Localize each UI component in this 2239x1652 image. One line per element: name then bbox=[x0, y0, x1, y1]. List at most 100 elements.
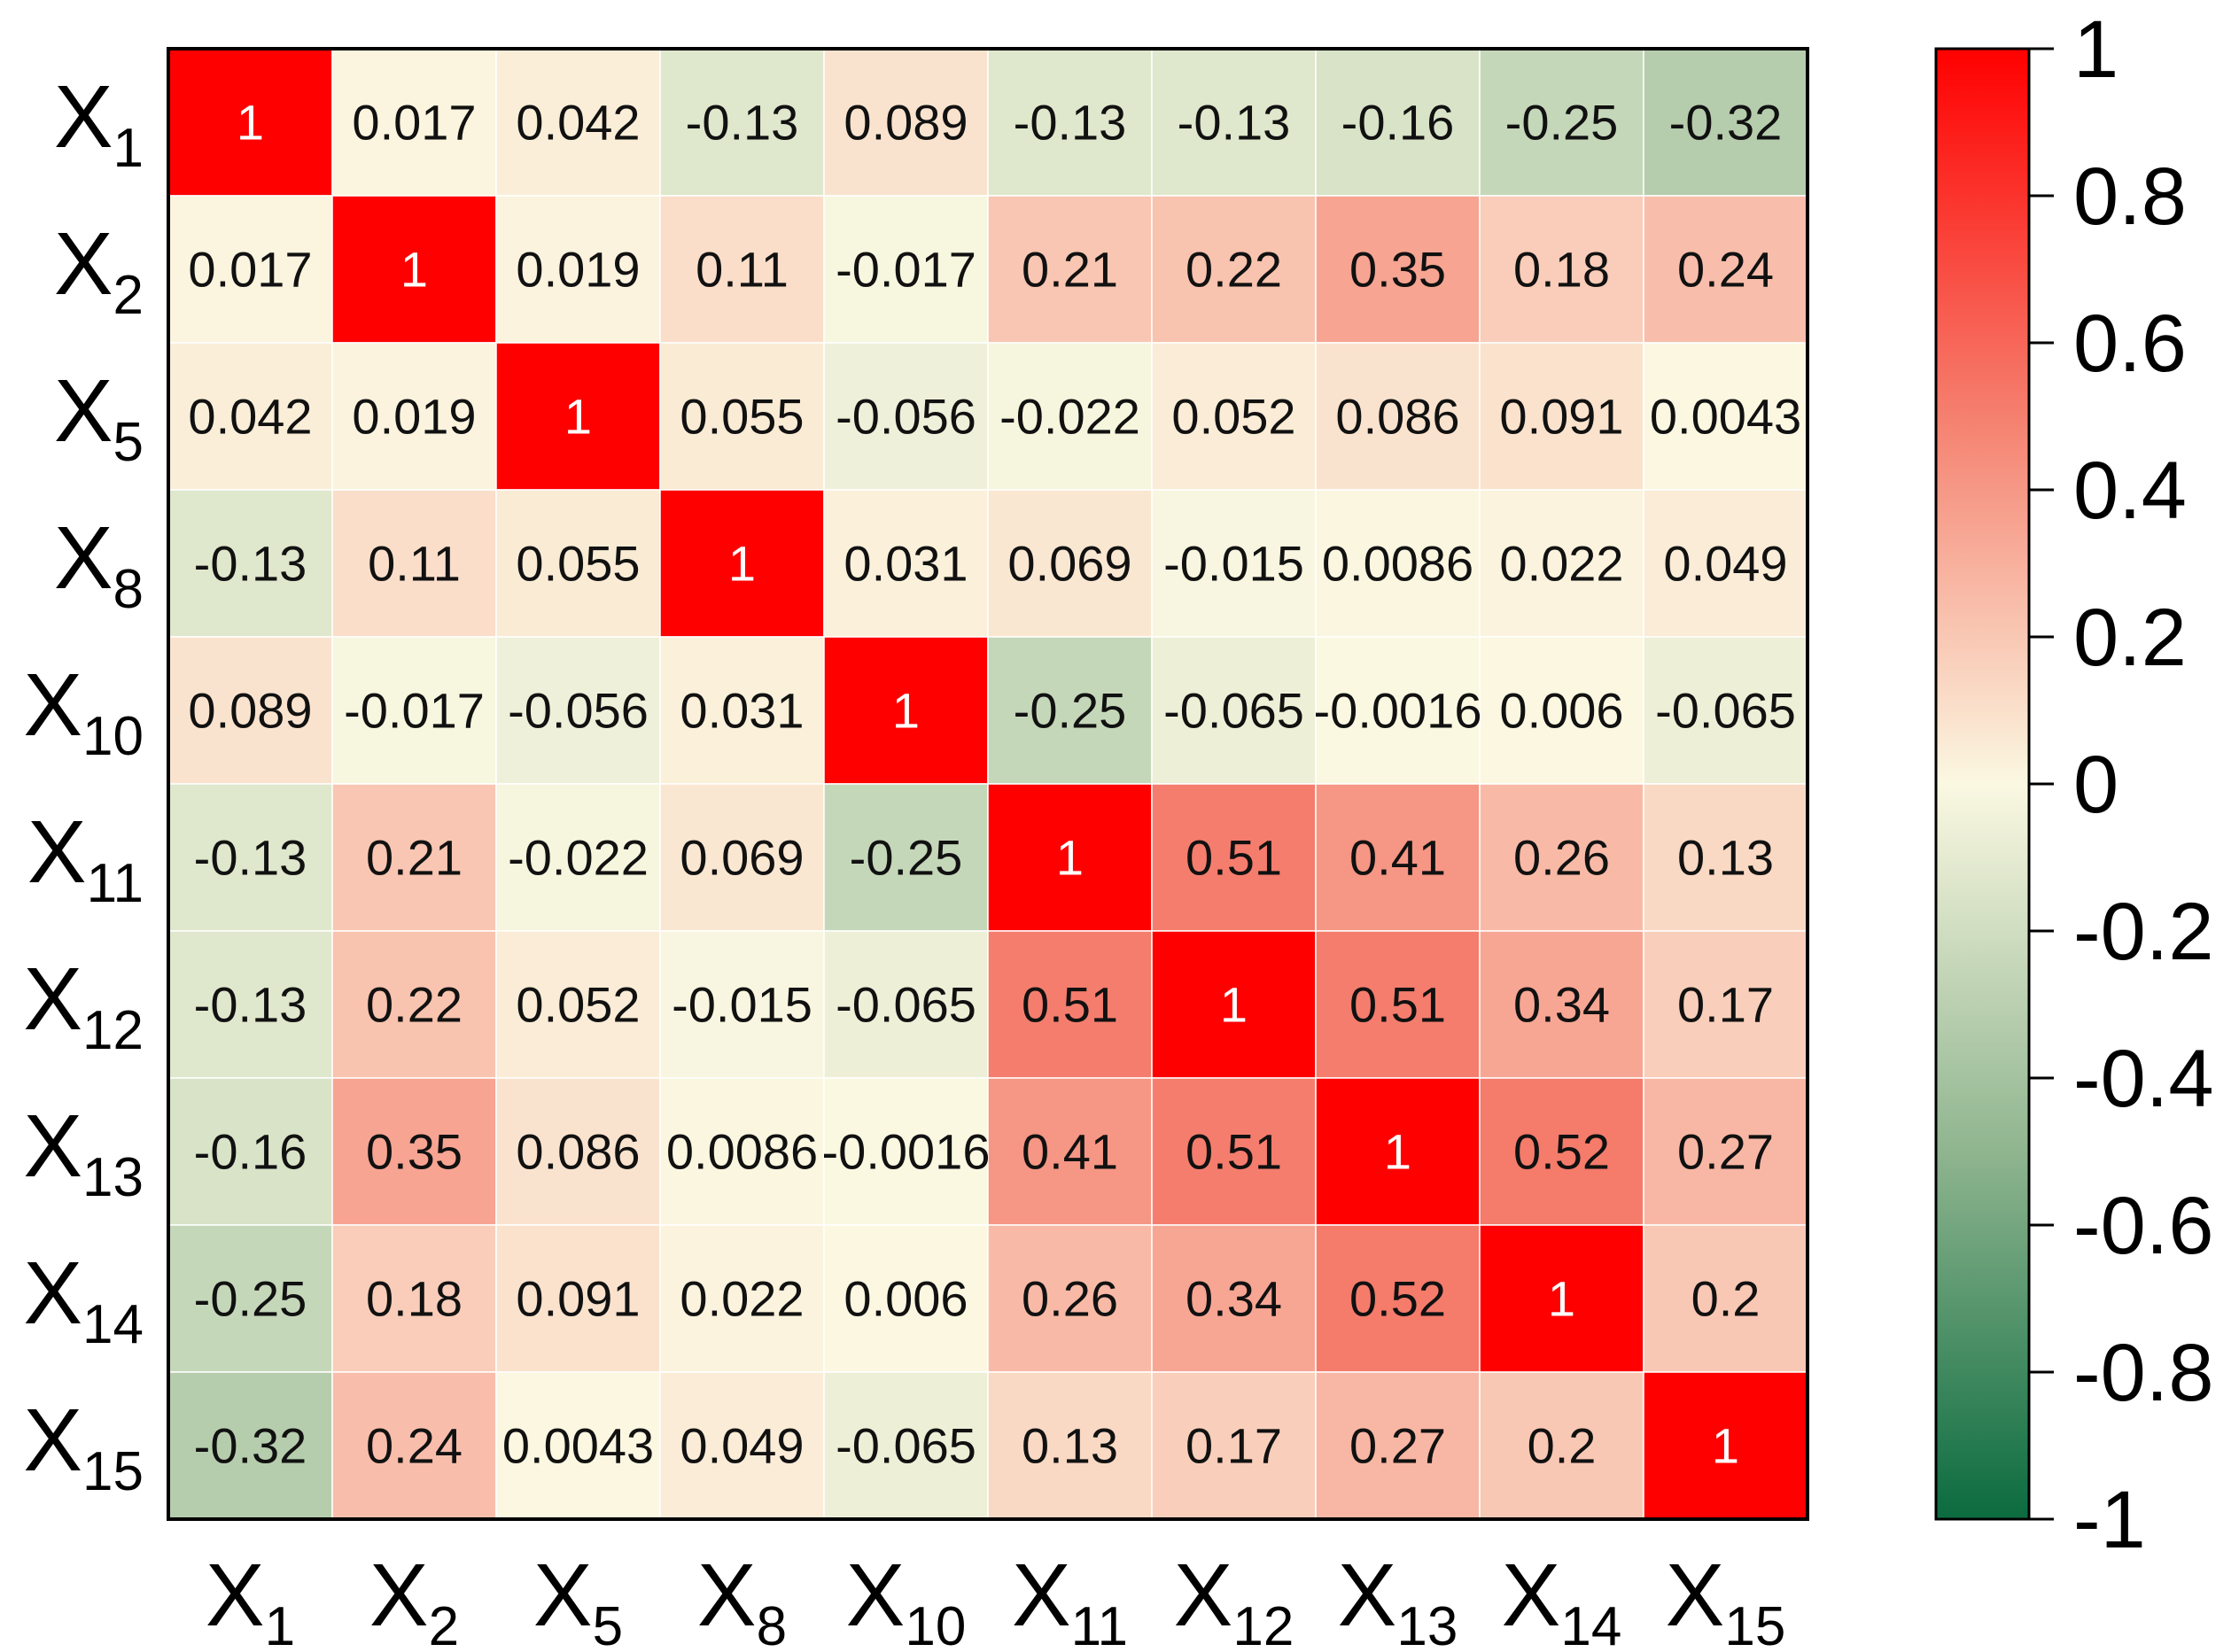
colorbar-tick-label: 0.6 bbox=[2073, 299, 2187, 389]
colorbar-tick-label: -1 bbox=[2073, 1475, 2146, 1565]
cell-value-label: -0.065 bbox=[836, 1418, 976, 1474]
heatmap-cell bbox=[1479, 783, 1644, 932]
cell-value-label: 0.11 bbox=[368, 536, 461, 592]
cell-value-label: 0.022 bbox=[1499, 536, 1623, 592]
cell-value-label: 0.019 bbox=[352, 389, 476, 445]
cell-value-label: -0.13 bbox=[686, 95, 799, 151]
cell-value-label: -0.13 bbox=[1014, 95, 1127, 151]
heatmap-cell bbox=[331, 1224, 497, 1373]
cell-value-label: 0.006 bbox=[1499, 683, 1623, 739]
cell-value-label: 0.022 bbox=[680, 1271, 804, 1327]
cell-value-label: -0.16 bbox=[194, 1124, 307, 1180]
x-tick-label: X1 bbox=[206, 1546, 295, 1652]
y-tick-label: X14 bbox=[23, 1244, 144, 1355]
heatmap-cell bbox=[1479, 489, 1644, 638]
heatmap-cell bbox=[331, 1077, 497, 1226]
heatmap-cell bbox=[495, 1077, 661, 1226]
cell-value-label: 0.052 bbox=[1171, 389, 1295, 445]
cell-value-label: 0.089 bbox=[188, 683, 312, 739]
cell-value-label: -0.015 bbox=[672, 977, 812, 1033]
heatmap-cell bbox=[495, 1224, 661, 1373]
heatmap-cell bbox=[1479, 1224, 1644, 1373]
heatmap-cell bbox=[1643, 930, 1808, 1079]
cell-value-label: 0.18 bbox=[366, 1271, 463, 1327]
heatmap-cell bbox=[987, 930, 1153, 1079]
heatmap-cell bbox=[1643, 1371, 1808, 1520]
heatmap-cell bbox=[823, 1077, 989, 1226]
y-tick-label: X8 bbox=[54, 508, 144, 620]
cell-value-label: 0.41 bbox=[1022, 1124, 1118, 1180]
heatmap-cell bbox=[331, 930, 497, 1079]
colorbar-tick-label: -0.2 bbox=[2073, 887, 2214, 977]
cell-value-label: -0.0016 bbox=[822, 1124, 991, 1180]
y-tick-label: X1 bbox=[54, 67, 144, 179]
heatmap-cell bbox=[987, 783, 1153, 932]
colorbar-tick-label: 0.8 bbox=[2073, 151, 2187, 242]
cell-value-label: 0.27 bbox=[1677, 1124, 1774, 1180]
heatmap-cell bbox=[1643, 489, 1808, 638]
x-tick-label: X14 bbox=[1502, 1546, 1622, 1652]
cell-value-label: 0.2 bbox=[1528, 1418, 1597, 1474]
heatmap-cell bbox=[1151, 1224, 1317, 1373]
cell-value-label: -0.015 bbox=[1163, 536, 1304, 592]
cell-value-label: 0.17 bbox=[1186, 1418, 1282, 1474]
cell-value-label: 0.24 bbox=[1677, 242, 1774, 298]
cell-value-label: 0.049 bbox=[680, 1418, 804, 1474]
heatmap-cell bbox=[987, 489, 1153, 638]
cell-value-label: 0.52 bbox=[1349, 1271, 1446, 1327]
x-tick-label: X8 bbox=[697, 1546, 787, 1652]
heatmap-cell bbox=[331, 342, 497, 491]
cell-value-label: 0.51 bbox=[1186, 1124, 1282, 1180]
heatmap-cell bbox=[1151, 195, 1317, 344]
y-tick-label: X2 bbox=[54, 214, 144, 326]
heatmap-cell bbox=[1643, 636, 1808, 785]
heatmap-cell bbox=[987, 636, 1153, 785]
heatmap-cell bbox=[987, 1371, 1153, 1520]
cell-value-label: 0.069 bbox=[1007, 536, 1131, 592]
heatmap-cell bbox=[659, 48, 825, 197]
cell-value-label: 1 bbox=[1548, 1271, 1575, 1327]
heatmap-cell bbox=[167, 342, 333, 491]
cell-value-label: 0.031 bbox=[680, 683, 804, 739]
heatmap-cell bbox=[659, 930, 825, 1079]
cell-value-label: 1 bbox=[1056, 830, 1084, 886]
cell-value-label: 0.52 bbox=[1513, 1124, 1610, 1180]
heatmap-cell bbox=[1643, 195, 1808, 344]
cell-value-label: 1 bbox=[892, 683, 920, 739]
cell-value-label: 0.017 bbox=[188, 242, 312, 298]
heatmap-cell bbox=[495, 342, 661, 491]
colorbar-tick-label: -0.8 bbox=[2073, 1328, 2214, 1418]
cell-value-label: 0.26 bbox=[1513, 830, 1610, 886]
cell-value-label: 0.21 bbox=[1022, 242, 1118, 298]
cell-value-label: 0.042 bbox=[516, 95, 640, 151]
y-tick-label: X15 bbox=[23, 1391, 144, 1502]
cell-value-label: -0.32 bbox=[1669, 95, 1783, 151]
cell-value-label: 0.0086 bbox=[666, 1124, 818, 1180]
heatmap-cell bbox=[331, 48, 497, 197]
heatmap-cell bbox=[1479, 195, 1644, 344]
x-tick-label: X5 bbox=[533, 1546, 623, 1652]
heatmap-cell bbox=[331, 1371, 497, 1520]
heatmap-cell bbox=[823, 783, 989, 932]
cell-value-label: -0.25 bbox=[1505, 95, 1619, 151]
heatmap-cell bbox=[823, 636, 989, 785]
x-axis-tick-labels: X1 X2 X5 X8 X10 X11 X12 X13 X14 X15 bbox=[206, 1546, 1785, 1652]
heatmap-cell bbox=[495, 783, 661, 932]
cell-value-label: 0.055 bbox=[516, 536, 640, 592]
heatmap-cell bbox=[1151, 1077, 1317, 1226]
y-tick-label: X10 bbox=[23, 655, 144, 767]
cell-value-label: -0.25 bbox=[1014, 683, 1127, 739]
cell-value-label: 0.51 bbox=[1186, 830, 1282, 886]
y-tick-label: X5 bbox=[54, 361, 144, 473]
heatmap-cell bbox=[495, 636, 661, 785]
heatmap-cell bbox=[1479, 1077, 1644, 1226]
cell-value-label: -0.0016 bbox=[1314, 683, 1482, 739]
y-tick-label: X13 bbox=[23, 1097, 144, 1208]
cell-value-label: -0.25 bbox=[194, 1271, 307, 1327]
cell-value-label: 0.006 bbox=[844, 1271, 968, 1327]
heatmap-cell bbox=[823, 489, 989, 638]
colorbar-tick-label: -0.6 bbox=[2073, 1181, 2214, 1271]
cell-value-label: 1 bbox=[728, 536, 756, 592]
cell-value-label: 1 bbox=[1712, 1418, 1739, 1474]
